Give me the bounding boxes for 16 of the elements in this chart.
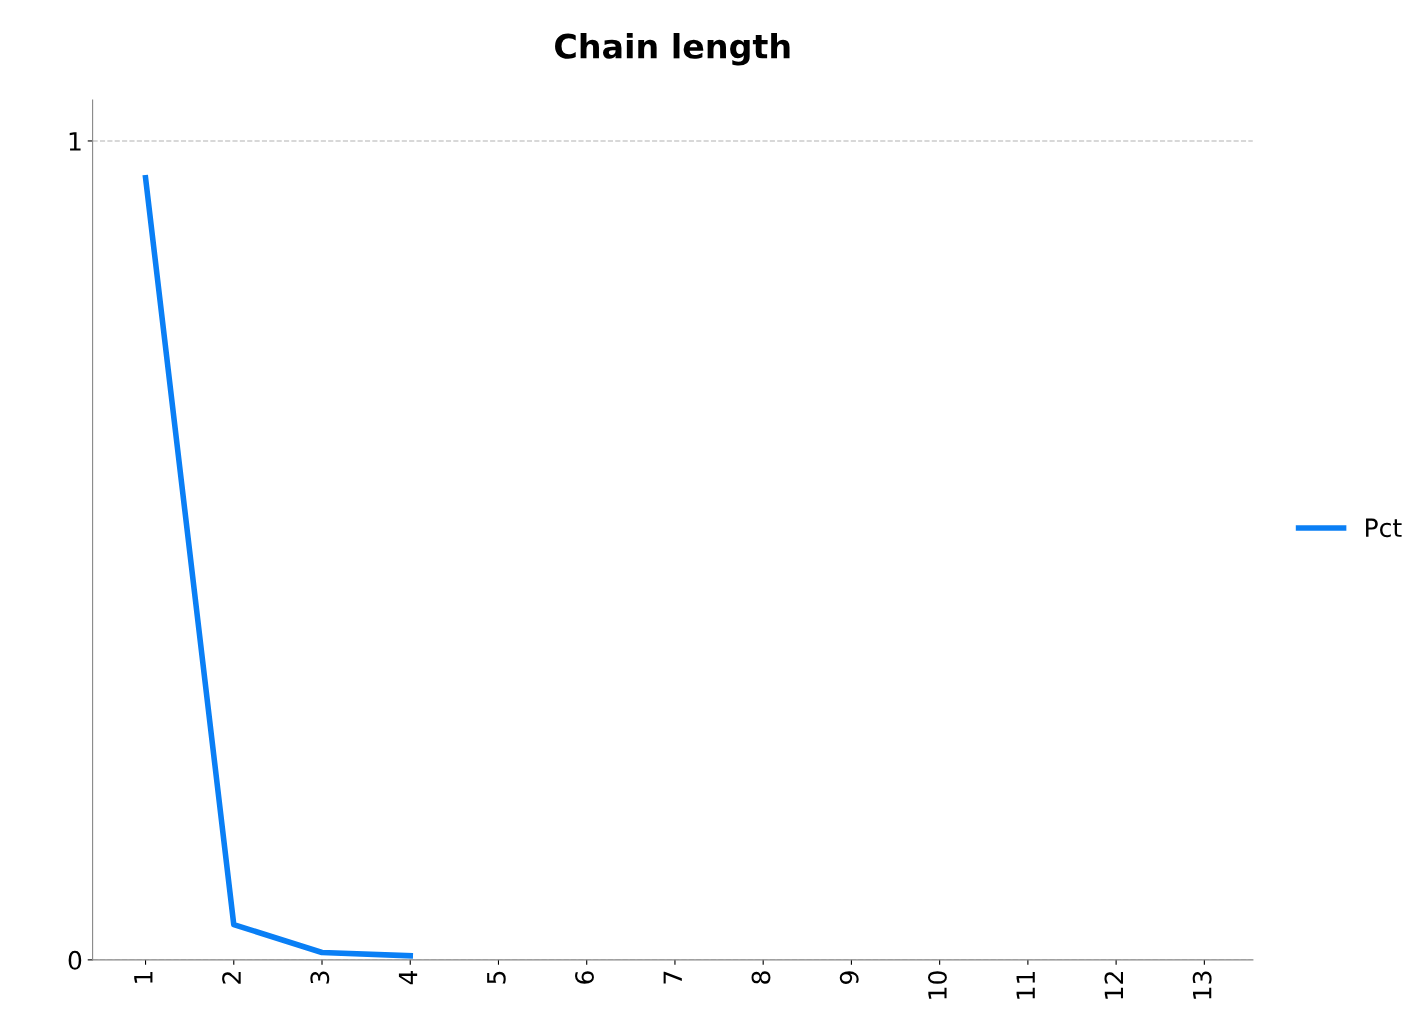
y-tick-label: 0 bbox=[68, 950, 82, 970]
x-tick-label: 10 bbox=[927, 971, 947, 999]
x-tick-label: 4 bbox=[398, 970, 418, 985]
x-tick-label: 8 bbox=[751, 971, 771, 984]
x-tick-label: 9 bbox=[839, 971, 859, 984]
x-tick-label: 5 bbox=[487, 971, 506, 984]
x-tick-label: 7 bbox=[663, 971, 682, 984]
x-tick-label: 12 bbox=[1104, 972, 1124, 999]
x-tick-label: 11 bbox=[1016, 971, 1035, 999]
x-tick-label: 6 bbox=[575, 971, 594, 984]
x-tick-label: 2 bbox=[222, 972, 241, 984]
chart-title: Chain length bbox=[555, 33, 790, 66]
legend-label: Pct bbox=[1366, 518, 1402, 538]
x-tick-label: 3 bbox=[310, 971, 330, 984]
x-tick-label: 1 bbox=[134, 971, 153, 983]
x-tick-label: 13 bbox=[1192, 971, 1212, 999]
